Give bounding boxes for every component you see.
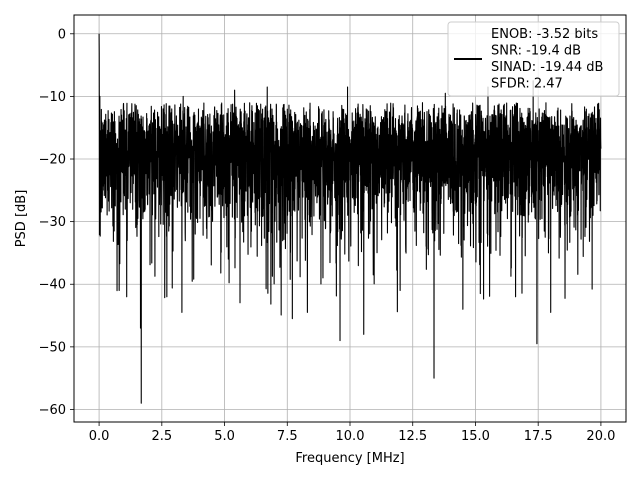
y-tick-label: −60 [39,403,66,418]
y-tick-label: −40 [39,278,66,293]
x-tick-label: 5.0 [214,429,235,444]
x-tick-label: 15.0 [461,429,490,444]
x-tick-label: 0.0 [89,429,110,444]
legend-line-sfdr: SFDR: 2.47 [491,77,563,92]
ticks: 0.0 2.5 5.0 7.5 10.0 12.5 15.0 17.5 20.0 0 −10 −20 −… [39,27,616,444]
legend-line-snr: SNR: -19.4 dB [491,44,581,59]
x-tick-label: 10.0 [336,429,365,444]
y-tick-label: −10 [39,90,66,105]
legend: ENOB: -3.52 bits SNR: -19.4 dB SINAD: -1… [447,21,620,97]
legend-box [447,21,620,97]
x-tick-label: 17.5 [524,429,553,444]
y-tick-label: −30 [39,215,66,230]
y-tick-label: −20 [39,153,66,168]
y-tick-label: 0 [58,27,66,42]
y-tick-label: −50 [39,340,66,355]
psd-series-line [98,33,602,404]
legend-line-sinad: SINAD: -19.44 dB [491,60,603,75]
y-axis-label: PSD [dB] [14,190,29,248]
legend-line-enob: ENOB: -3.52 bits [491,27,598,42]
x-tick-label: 20.0 [586,429,615,444]
x-tick-label: 2.5 [151,429,172,444]
x-tick-label: 7.5 [277,429,298,444]
plot-area [98,33,602,404]
x-axis-label: Frequency [MHz] [295,451,404,466]
x-tick-label: 12.5 [398,429,427,444]
